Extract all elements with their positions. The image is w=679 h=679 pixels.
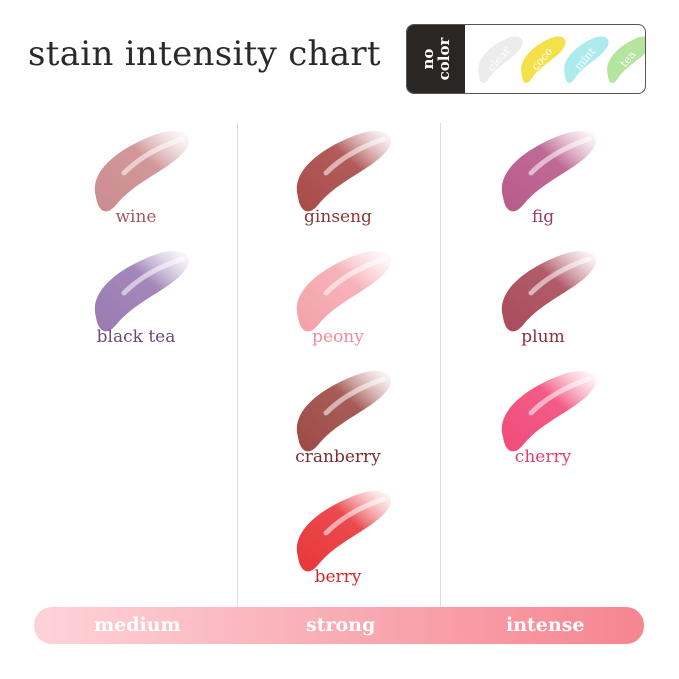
shade-label: black tea	[96, 327, 176, 347]
swatch-berry	[286, 485, 396, 575]
no-color-swatch-coco: coco	[516, 33, 568, 85]
swatch-wine	[84, 125, 194, 215]
scale-label-strong: strong	[306, 614, 376, 636]
swatch-peony	[286, 245, 396, 335]
swatch-black-tea	[84, 245, 194, 335]
chart-title: stain intensity chart	[28, 34, 381, 74]
shade-label: cherry	[514, 447, 572, 467]
scale-label-intense: intense	[506, 614, 585, 636]
shade-label: ginseng	[304, 207, 372, 227]
swatch-fig	[491, 125, 601, 215]
no-color-swatch-tea: tea	[602, 33, 645, 85]
shade-label: peony	[312, 327, 364, 347]
no-color-swatch-mint: mint	[559, 33, 611, 85]
column-divider	[237, 123, 238, 607]
scale-label-medium: medium	[94, 614, 181, 636]
shade-label: wine	[115, 207, 157, 227]
shade-label: plum	[521, 327, 565, 347]
swatch-plum	[491, 245, 601, 335]
no-color-swatch-clear: clear	[473, 33, 525, 85]
no-color-panel: no color clear coco mint tea	[406, 24, 646, 94]
shade-label: berry	[314, 567, 362, 587]
shade-label: cranberry	[295, 447, 381, 467]
swatch-ginseng	[286, 125, 396, 215]
shade-label: fig	[531, 207, 555, 227]
swatch-cherry	[491, 365, 601, 455]
no-color-label: no color	[407, 25, 465, 93]
swatch-cranberry	[286, 365, 396, 455]
column-divider	[440, 123, 441, 607]
intensity-scale-bar: medium strong intense	[34, 607, 644, 644]
